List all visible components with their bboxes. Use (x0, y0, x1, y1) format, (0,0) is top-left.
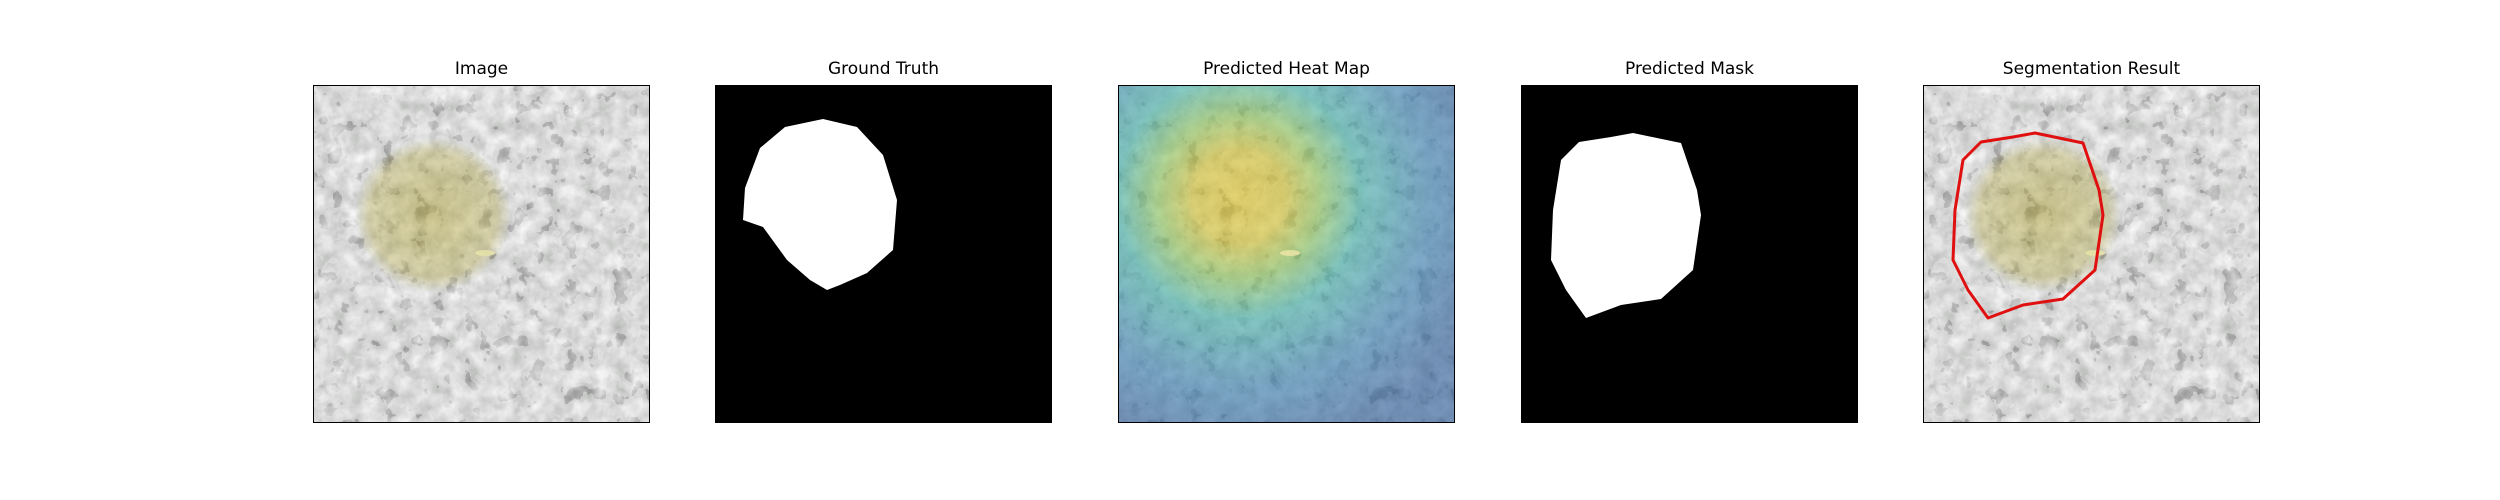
segmentation-contour (1951, 131, 2105, 320)
binary-mask-image (715, 85, 1052, 423)
panel-title: Ground Truth (827, 59, 940, 79)
image-frame (1521, 85, 1858, 423)
contour-overlay (1923, 85, 2260, 423)
binary-mask-image (1521, 85, 1858, 423)
ground-truth-mask (715, 85, 1052, 423)
mask-foreground-region (743, 119, 897, 290)
textured-image-with-object (313, 85, 650, 423)
object-highlight (475, 250, 495, 256)
panel-title: Predicted Mask (1625, 59, 1754, 79)
image-frame (313, 85, 650, 423)
image-frame (715, 85, 1052, 423)
segmentation-result-image (1923, 85, 2260, 423)
mask-foreground-region (1551, 133, 1701, 318)
predicted-mask (1521, 85, 1858, 423)
panel-ground-truth: Ground Truth (715, 0, 1052, 500)
object-highlight (2085, 250, 2105, 256)
panel-predicted-mask: Predicted Mask (1521, 0, 1858, 500)
panel-title: Image (454, 59, 509, 79)
object-highlight (1280, 250, 1300, 256)
panel-title: Segmentation Result (2002, 59, 2181, 79)
object-region (1965, 138, 2121, 292)
panel-segmentation-result: Segmentation Result (1923, 0, 2260, 500)
object-region (355, 138, 511, 292)
heat-map-image (1118, 85, 1455, 423)
image-frame (1923, 85, 2260, 423)
image-frame (1118, 85, 1455, 423)
panel-heat-map: Predicted Heat Map (1118, 0, 1455, 500)
input-image (313, 85, 650, 423)
heat-map-overlay (1118, 85, 1455, 423)
panel-title: Predicted Heat Map (1203, 59, 1370, 79)
panel-image: Image (313, 0, 650, 500)
